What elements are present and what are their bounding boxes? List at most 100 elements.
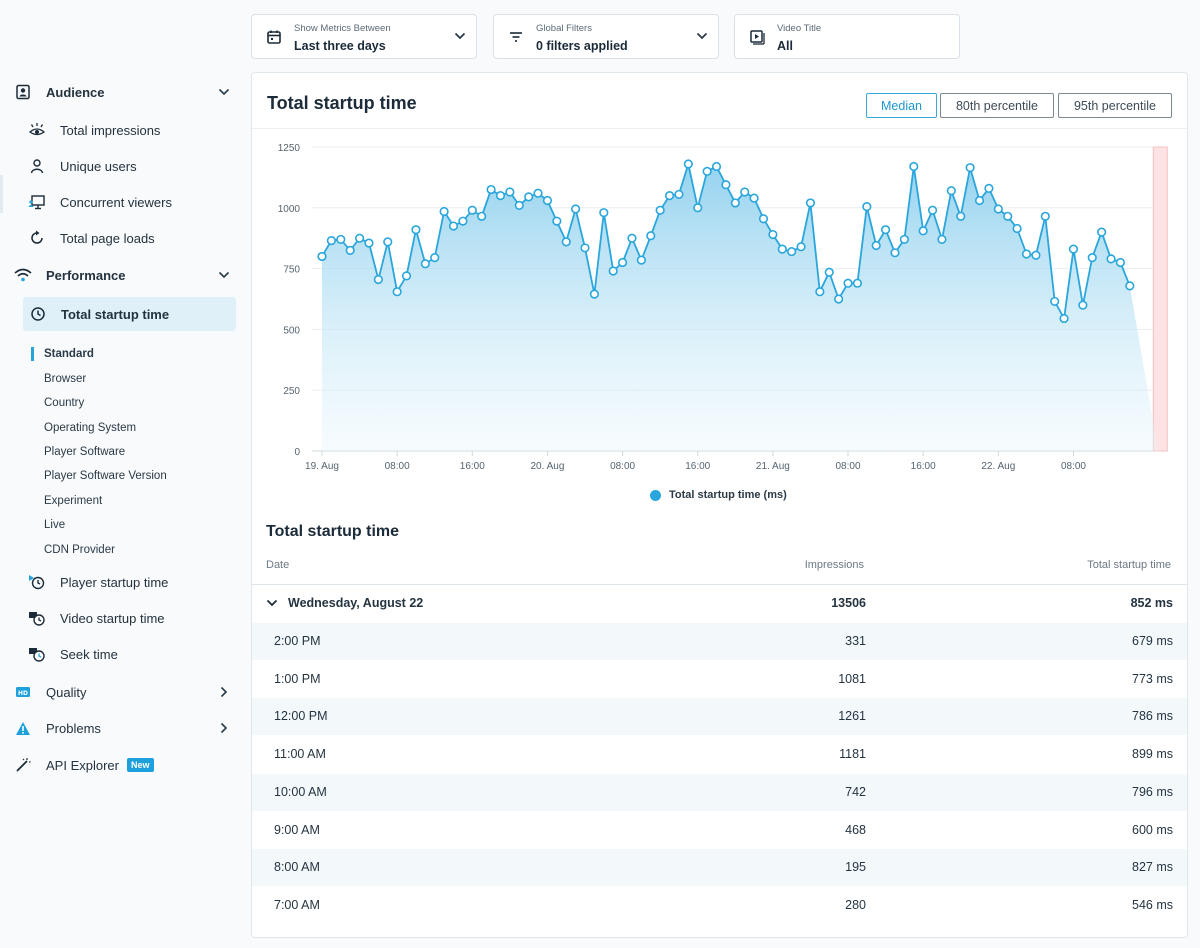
data-point xyxy=(749,193,759,203)
data-point xyxy=(852,278,863,288)
table-row[interactable]: 12:00 PM 1261 786 ms xyxy=(252,698,1187,736)
data-point xyxy=(871,240,881,251)
date-cell: 8:00 AM xyxy=(274,860,320,875)
new-badge: New xyxy=(126,758,154,772)
data-point xyxy=(467,205,477,215)
x-tick-label: 08:00 xyxy=(385,461,410,472)
date-range-filter[interactable]: Show Metrics Between Last three days xyxy=(251,14,477,59)
data-point xyxy=(927,205,938,215)
svg-text:HD: HD xyxy=(18,690,28,697)
data-point xyxy=(787,246,797,257)
column-header-date[interactable]: Date xyxy=(266,559,290,571)
y-tick-label: 1000 xyxy=(278,204,301,215)
sidebar-section-quality[interactable]: HD Quality xyxy=(14,679,236,705)
subitem-live[interactable]: Live xyxy=(44,515,65,535)
subitem-cdn-provider[interactable]: CDN Provider xyxy=(44,540,115,560)
data-point xyxy=(1087,253,1097,263)
table-group-row[interactable]: Wednesday, August 22 13506 852 ms xyxy=(252,585,1187,622)
column-header-impressions[interactable]: Impressions xyxy=(804,559,864,571)
sidebar-section-label: API Explorer xyxy=(46,757,119,773)
global-filters-value: 0 filters applied xyxy=(536,39,628,53)
sidebar-section-problems[interactable]: Problems xyxy=(14,715,236,741)
table-row[interactable]: 1:00 PM 1081 773 ms xyxy=(252,661,1187,698)
data-point xyxy=(448,221,459,231)
y-tick-label: 750 xyxy=(283,265,300,276)
table-row[interactable]: 10:00 AM 742 796 ms xyxy=(252,773,1187,811)
chevron-down-icon xyxy=(454,32,466,40)
video-title-filter[interactable]: Video Title All xyxy=(734,14,960,59)
subitem-player-software[interactable]: Player Software xyxy=(44,442,125,462)
table-row[interactable]: 2:00 PM 331 679 ms xyxy=(252,623,1187,660)
data-point xyxy=(430,253,440,263)
data-point xyxy=(608,266,618,276)
subitem-operating-system[interactable]: Operating System xyxy=(44,418,136,438)
95th-percentile-button[interactable]: 95th percentile xyxy=(1058,93,1172,118)
sidebar-item-total-page-loads[interactable]: Total page loads xyxy=(28,225,236,251)
table-row[interactable]: 11:00 AM 1181 899 ms xyxy=(252,736,1187,773)
startup-time-chart: 1250 1000 750 500 250 0 19. Aug 08:00 16:00 20. A… xyxy=(278,143,1168,472)
sidebar-item-total-startup-time[interactable]: Total startup time xyxy=(23,297,236,331)
data-point xyxy=(1031,250,1041,260)
time-cell: 827 ms xyxy=(1132,860,1173,875)
median-button[interactable]: Median xyxy=(866,93,937,118)
data-point xyxy=(711,161,722,172)
table-row[interactable]: 8:00 AM 195 827 ms xyxy=(252,849,1187,887)
subitem-label: Experiment xyxy=(44,495,103,507)
subitem-browser[interactable]: Browser xyxy=(44,369,86,389)
sidebar-item-player-startup-time[interactable]: Player startup time xyxy=(28,569,236,595)
subitem-country[interactable]: Country xyxy=(44,393,84,413)
80th-percentile-button[interactable]: 80th percentile xyxy=(940,93,1054,118)
sidebar-item-label: Unique users xyxy=(60,158,137,174)
chevron-right-icon xyxy=(220,686,228,698)
performance-wifi-icon xyxy=(14,266,32,284)
global-filters[interactable]: Global Filters 0 filters applied xyxy=(493,14,719,59)
x-tick-label: 16:00 xyxy=(685,461,710,472)
group-date-label: Wednesday, August 22 xyxy=(288,596,424,610)
subitem-player-software-version[interactable]: Player Software Version xyxy=(44,466,167,486)
impressions-cell: 468 xyxy=(845,822,866,837)
x-tick-label: 16:00 xyxy=(460,461,485,472)
subitem-experiment[interactable]: Experiment xyxy=(44,491,102,511)
sidebar-section-api-explorer[interactable]: API Explorer New xyxy=(14,752,236,778)
sidebar-item-concurrent-viewers[interactable]: Concurrent viewers xyxy=(28,189,236,215)
table-row[interactable]: 9:00 AM 468 600 ms xyxy=(252,812,1187,849)
data-point xyxy=(477,211,487,221)
data-point xyxy=(533,188,543,198)
sidebar-item-seek-time[interactable]: Seek time xyxy=(28,641,236,667)
data-point xyxy=(589,289,600,299)
sidebar-item-label: Total page loads xyxy=(60,230,155,246)
global-filters-label: Global Filters xyxy=(536,23,592,34)
sidebar-item-video-startup-time[interactable]: Video startup time xyxy=(28,605,236,631)
subitem-standard[interactable]: Standard xyxy=(44,344,94,364)
chevron-down-icon[interactable] xyxy=(266,599,278,607)
data-point xyxy=(946,186,956,196)
table-row[interactable]: 7:00 AM 280 546 ms xyxy=(252,887,1187,924)
data-point xyxy=(542,195,553,206)
data-point xyxy=(956,211,966,221)
warning-icon xyxy=(14,719,32,737)
time-cell: 679 ms xyxy=(1132,634,1173,648)
sidebar-section-audience[interactable]: Audience xyxy=(14,79,236,105)
date-cell: 12:00 PM xyxy=(274,709,328,724)
data-point xyxy=(420,259,430,269)
chart-title: Total startup time xyxy=(267,93,417,113)
data-point xyxy=(354,233,365,243)
column-header-total-startup-time[interactable]: Total startup time xyxy=(1087,559,1171,571)
subitem-label: Standard xyxy=(44,348,94,360)
data-point xyxy=(909,161,919,172)
subitem-label: CDN Provider xyxy=(44,544,115,556)
data-point xyxy=(1115,257,1126,268)
sidebar-item-unique-users[interactable]: Unique users xyxy=(28,153,236,179)
date-cell: 2:00 PM xyxy=(274,634,321,648)
data-point xyxy=(758,214,769,224)
date-cell: 7:00 AM xyxy=(274,897,320,912)
data-point xyxy=(1068,244,1079,254)
x-tick-label: 19. Aug xyxy=(305,461,339,472)
sidebar-item-total-impressions[interactable]: Total impressions xyxy=(28,117,236,143)
data-point xyxy=(1125,281,1135,291)
chart-legend[interactable]: Total startup time (ms) xyxy=(650,489,787,501)
data-point xyxy=(364,238,374,248)
date-cell: 9:00 AM xyxy=(274,822,320,837)
filter-icon xyxy=(510,32,522,42)
sidebar-section-performance[interactable]: Performance xyxy=(14,262,236,288)
